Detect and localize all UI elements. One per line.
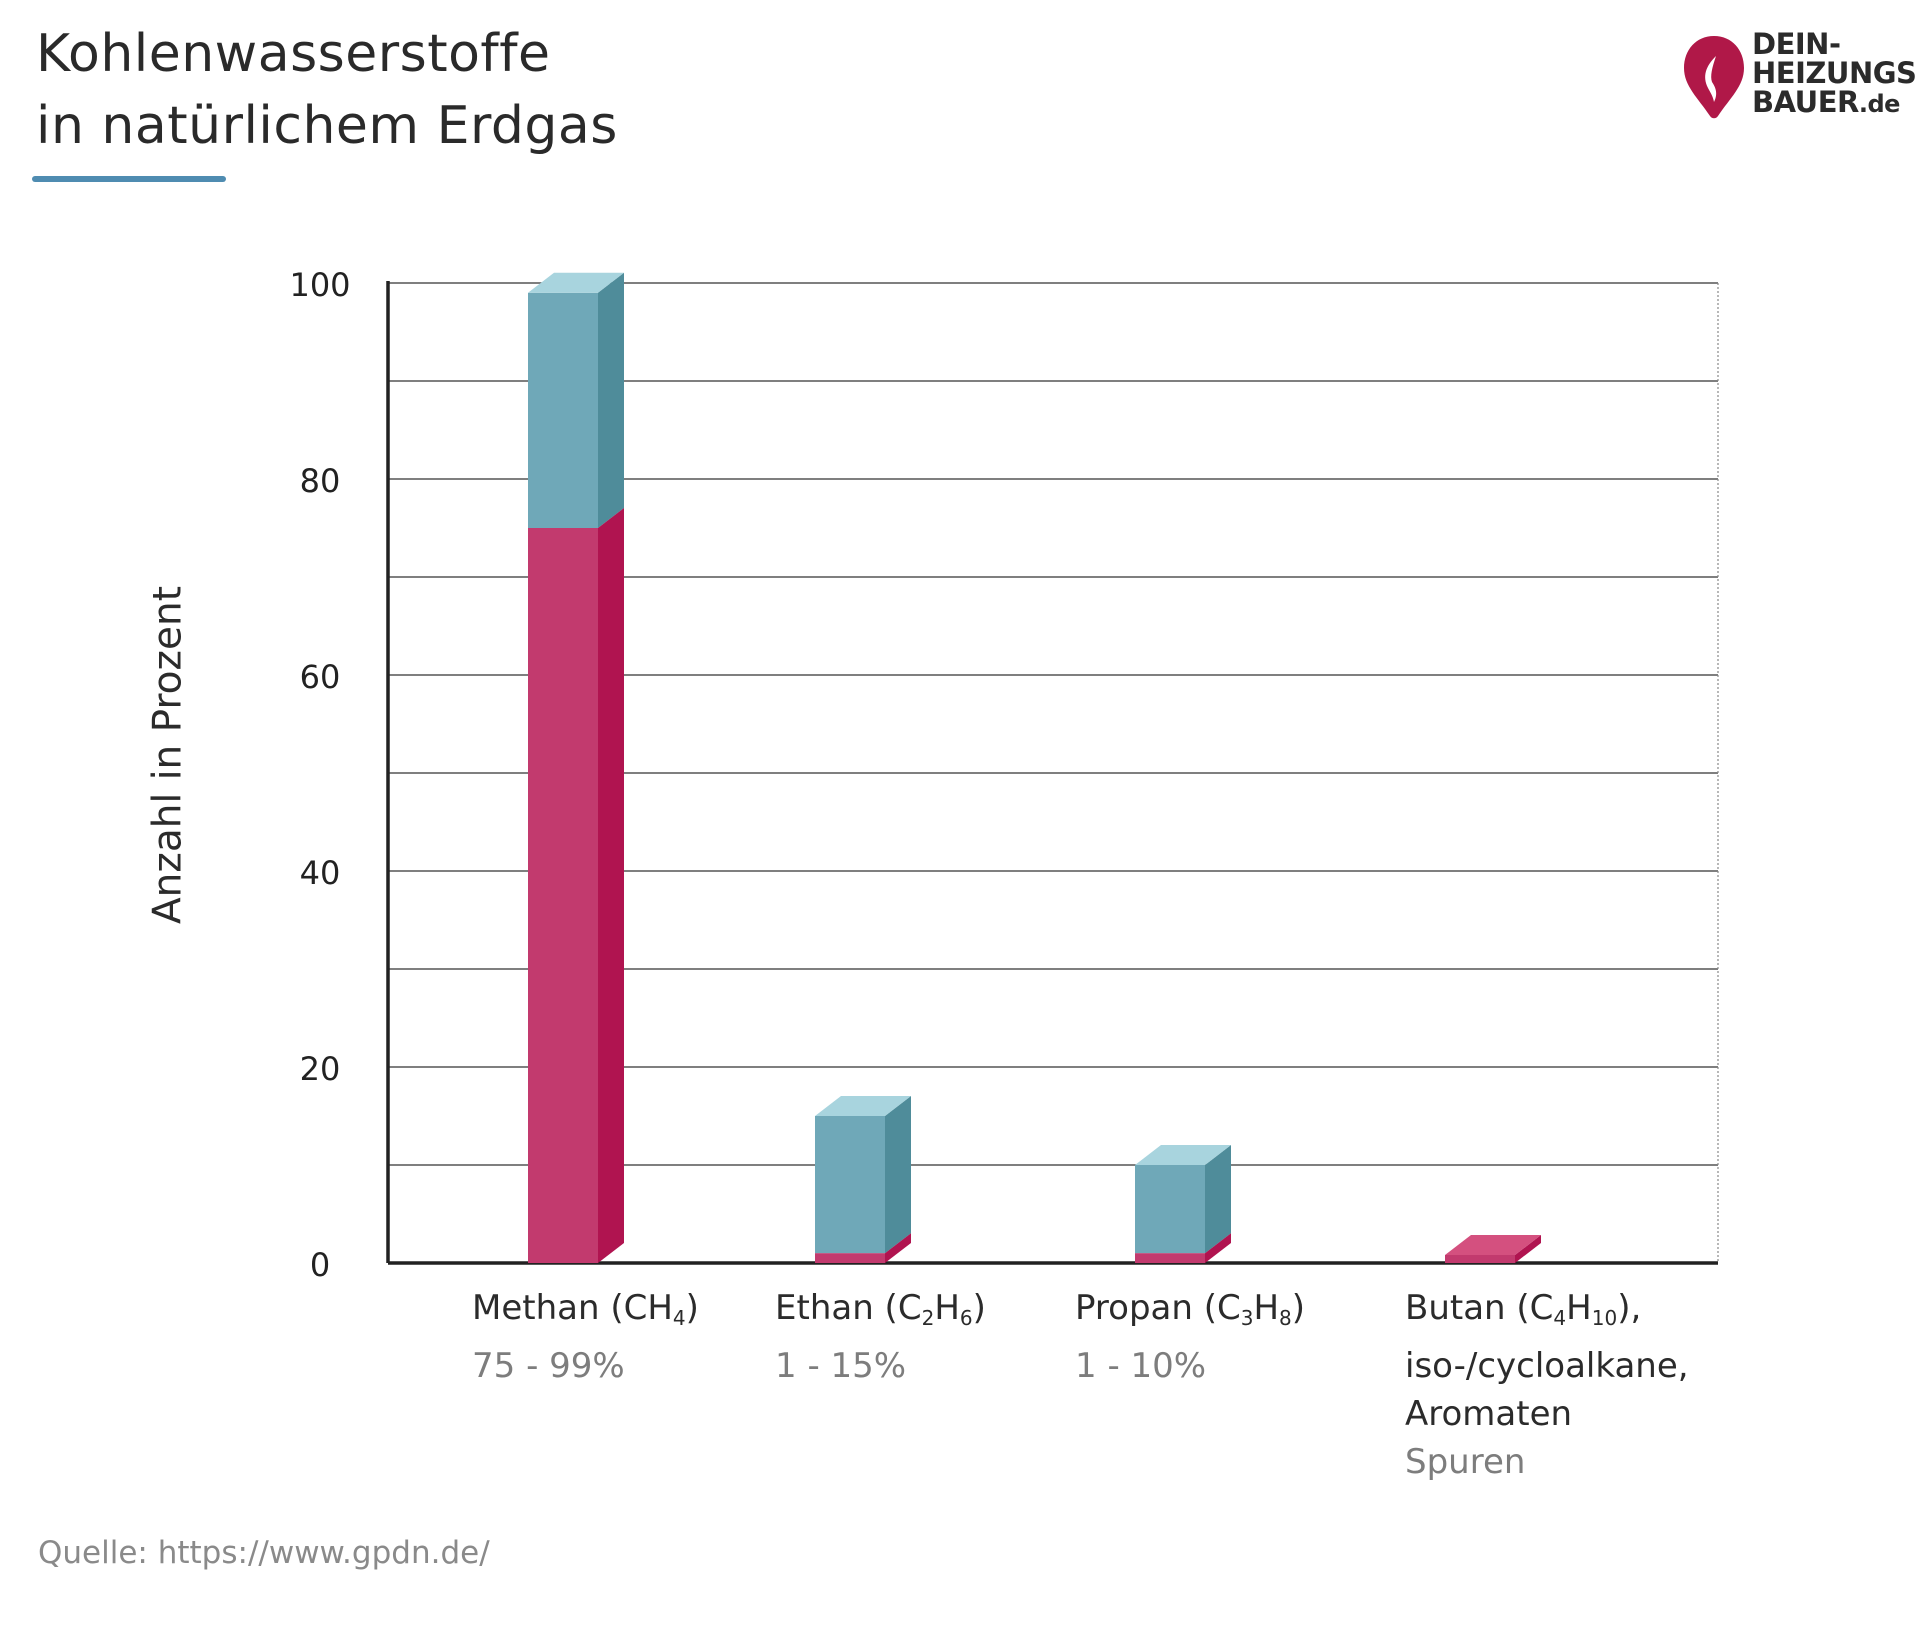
logo-line-2: HEIZUNGS: [1752, 56, 1917, 90]
category-name: Methan (CH4): [472, 1288, 699, 1330]
category-name: Butan (C4H10),: [1405, 1288, 1642, 1330]
category-range: 75 - 99%: [472, 1346, 625, 1386]
category-label-butan: Butan (C4H10), iso-/cycloalkane, Aromaten S…: [1405, 1284, 1689, 1486]
category-range: 1 - 15%: [775, 1346, 907, 1386]
y-tick-label-60: 60: [300, 658, 341, 696]
bar-butan-trace: [1445, 1235, 1541, 1263]
y-tick-label-100: 100: [289, 266, 350, 304]
category-label-ethan: Ethan (C2H6) 1 - 15%: [775, 1284, 986, 1390]
source-note: Quelle: https://www.gpdn.de/: [38, 1535, 490, 1571]
category-extra-line: iso-/cycloalkane,: [1405, 1346, 1689, 1386]
category-label-methan: Methan (CH4) 75 - 99%: [472, 1284, 699, 1390]
bar-ethan-range: [815, 1096, 911, 1254]
y-tick-label-20: 20: [300, 1050, 341, 1088]
bar-propan-range: [1135, 1145, 1231, 1254]
bar-methan-min: [528, 508, 624, 1263]
y-tick-label-40: 40: [300, 854, 341, 892]
chart-title: Kohlenwasserstoffe in natürlichem Erdgas: [36, 18, 618, 162]
category-extra-line: Aromaten: [1405, 1394, 1573, 1434]
category-name: Ethan (C2H6): [775, 1288, 986, 1330]
category-label-propan: Propan (C3H8) 1 - 10%: [1075, 1284, 1305, 1390]
bar-methan-range: [528, 272, 624, 528]
logo-line-3: BAUER: [1752, 85, 1859, 119]
title-underline: [32, 176, 226, 182]
category-range: Spuren: [1405, 1442, 1526, 1482]
bar-propan-min: [1135, 1233, 1231, 1263]
title-line-2: in natürlichem Erdgas: [36, 96, 618, 156]
flame-drop-icon: [1684, 36, 1744, 119]
bar-ethan-min: [815, 1233, 911, 1263]
y-tick-label-0: 0: [310, 1246, 330, 1284]
logo-domain-suffix: .de: [1858, 90, 1901, 118]
logo-text: DEIN- HEIZUNGS BAUER.de: [1752, 27, 1917, 119]
title-line-1: Kohlenwasserstoffe: [36, 24, 551, 84]
logo-line-1: DEIN-: [1752, 27, 1841, 61]
category-name: Propan (C3H8): [1075, 1288, 1306, 1330]
y-tick-label-80: 80: [300, 462, 341, 500]
brand-logo: DEIN- HEIZUNGS BAUER.de: [1682, 30, 1917, 126]
category-range: 1 - 10%: [1075, 1346, 1207, 1386]
